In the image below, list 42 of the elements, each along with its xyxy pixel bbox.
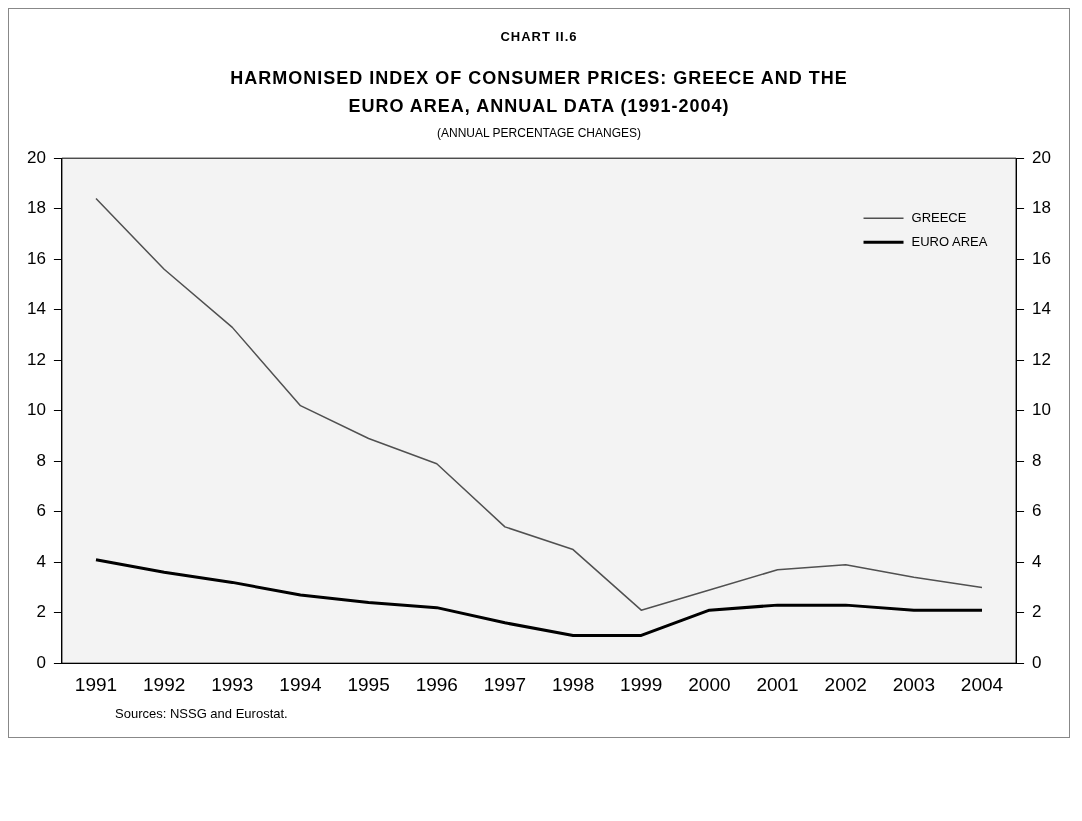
y2-tick-label: 20 xyxy=(1032,147,1052,167)
x-tick-label: 2003 xyxy=(892,673,935,695)
chart-title: HARMONISED INDEX OF CONSUMER PRICES: GREECE AND THE EURO AREA, ANNUAL DATA (1991-2004) xyxy=(229,67,849,118)
x-tick-label: 2000 xyxy=(688,673,731,695)
x-tick-label: 1996 xyxy=(415,673,458,695)
y-tick-label: 8 xyxy=(36,450,46,470)
x-tick-label: 1999 xyxy=(620,673,663,695)
x-tick-label: 2002 xyxy=(824,673,867,695)
y2-tick-label: 16 xyxy=(1032,248,1052,268)
text: CHART II.6 xyxy=(499,29,579,44)
y-tick-label: 0 xyxy=(36,652,46,672)
x-tick-label: 1991 xyxy=(74,673,118,695)
y-tick-label: 2 xyxy=(36,602,46,622)
y2-tick-label: 4 xyxy=(1032,551,1042,571)
x-tick-label: 1995 xyxy=(347,673,390,695)
y-tick-label: 6 xyxy=(36,501,46,521)
y2-tick-label: 18 xyxy=(1032,198,1052,218)
y2-tick-label: 2 xyxy=(1032,602,1042,622)
x-tick-label: 1994 xyxy=(279,673,323,695)
x-tick-label: 1997 xyxy=(483,673,527,695)
y-tick-label: 12 xyxy=(26,349,46,369)
x-tick-label: 2001 xyxy=(756,673,799,695)
source-note: Sources: NSSG and Eurostat. xyxy=(115,706,289,721)
y2-tick-label: 12 xyxy=(1032,349,1052,369)
y-tick-label: 16 xyxy=(26,248,46,268)
y2-tick-label: 10 xyxy=(1032,400,1052,420)
legend-label: GREECE xyxy=(911,209,967,225)
y2-tick-label: 8 xyxy=(1032,450,1042,470)
y-tick-label: 14 xyxy=(26,299,46,319)
y2-tick-label: 14 xyxy=(1032,299,1052,319)
y2-tick-label: 0 xyxy=(1032,652,1042,672)
legend-label: EURO AREA xyxy=(911,233,988,249)
y-tick-label: 10 xyxy=(26,400,46,420)
y-tick-label: 18 xyxy=(26,198,46,218)
y-tick-label: 20 xyxy=(26,147,46,167)
x-tick-label: 1992 xyxy=(143,673,186,695)
y2-tick-label: 6 xyxy=(1032,501,1042,521)
x-tick-label: 1998 xyxy=(551,673,595,695)
x-tick-label: 1993 xyxy=(211,673,254,695)
y-tick-label: 4 xyxy=(36,551,46,571)
x-tick-label: 2004 xyxy=(960,673,1004,695)
chart-subtitle: (ANNUAL PERCENTAGE CHANGES) xyxy=(436,126,642,140)
